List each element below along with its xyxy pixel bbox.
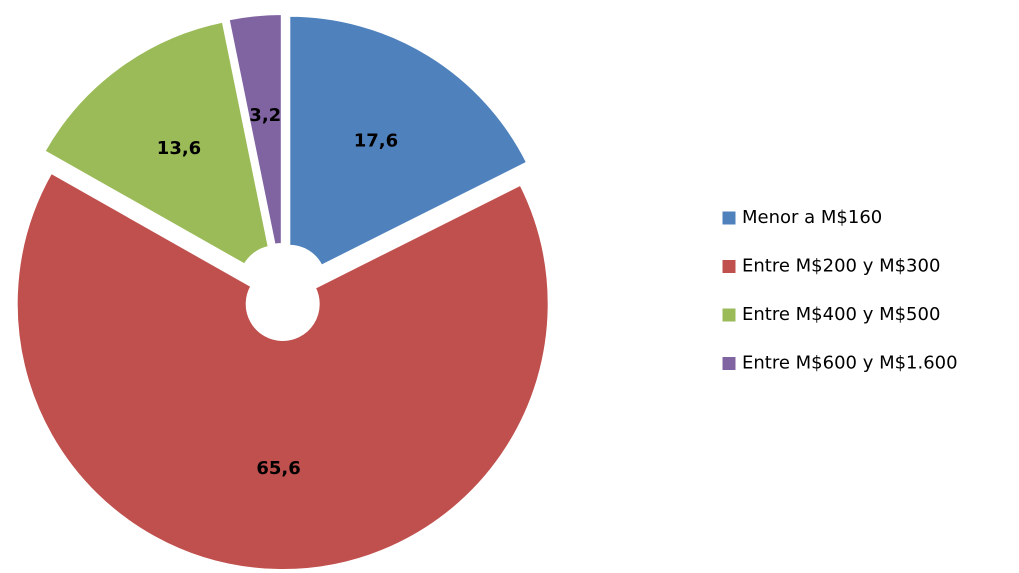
slice [227,13,283,246]
slice [288,14,529,267]
data-label: 13,6 [157,138,201,159]
legend-swatch [721,356,737,371]
data-label: 65,6 [256,458,300,479]
slice [43,20,270,266]
legend-swatch [721,210,737,226]
legend-swatch [721,259,737,274]
slice [15,171,550,571]
legend-label: Entre M$400 y M$500 [742,304,940,325]
legend-label: Entre M$600 y M$1.600 [742,353,958,374]
data-label: 3,2 [249,105,281,126]
data-label: 17,6 [354,130,398,151]
legend-label: Entre M$200 y M$300 [742,256,940,277]
legend-swatch [721,307,737,323]
legend-label: Menor a M$160 [742,207,882,228]
